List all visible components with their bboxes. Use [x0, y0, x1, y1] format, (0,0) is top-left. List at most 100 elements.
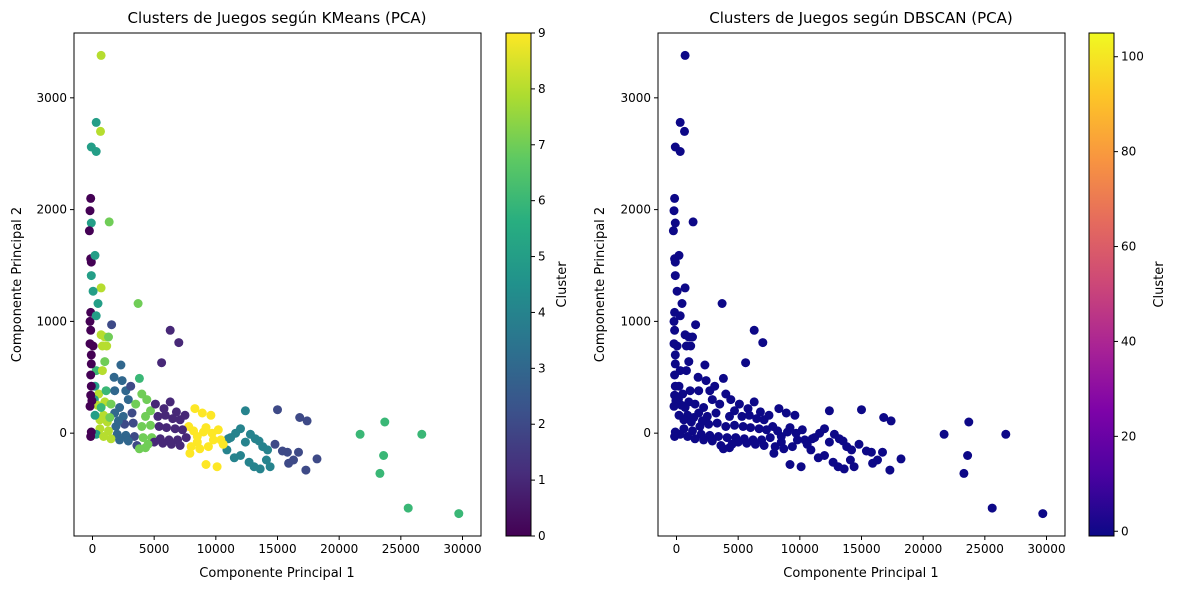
scatter-point [743, 404, 753, 414]
scatter-point [670, 325, 680, 335]
scatter-point [86, 257, 96, 267]
scatter-point [701, 376, 711, 386]
scatter-point [669, 316, 679, 326]
scatter-point [776, 432, 786, 441]
scatter-point [691, 320, 701, 330]
scatter-point [208, 435, 218, 445]
scatter-point [180, 410, 190, 420]
scatter-point [192, 432, 202, 441]
scatter-point [127, 408, 137, 418]
colorbar-tick-label: 40 [1121, 334, 1136, 348]
colorbar-tick-label: 100 [1121, 50, 1144, 64]
scatter-point [669, 206, 679, 216]
scatter-point [236, 424, 245, 434]
scatter-point [791, 428, 801, 438]
scatter-point [758, 338, 768, 348]
scatter-point [403, 503, 413, 513]
scatter-point [96, 126, 105, 136]
colorbar-tick-label: 5 [538, 250, 546, 264]
scatter-point [820, 451, 829, 460]
scatter-point [824, 437, 834, 447]
kmeans-chart: Clusters de Juegos según KMeans (PCA) 0 5… [10, 9, 570, 581]
scatter-point [138, 433, 148, 443]
scatter-point [96, 403, 106, 412]
scatter-point [829, 429, 839, 439]
colorbar-tick-label: 1 [538, 473, 546, 487]
scatter-point [312, 454, 322, 464]
scatter-point [106, 399, 116, 409]
scatter-point [715, 399, 725, 409]
colorbar-tick-label: 0 [538, 529, 546, 543]
y-ticks: 0 1000 2000 3000 [620, 91, 658, 440]
scatter-point [668, 226, 678, 236]
scatter-point [165, 325, 175, 335]
scatter-point [117, 376, 127, 386]
x-tick-label: 30000 [1027, 542, 1065, 556]
colorbar-tick-label: 20 [1121, 429, 1136, 443]
scatter-point [417, 429, 427, 439]
scatter-point [107, 320, 117, 330]
kmeans-points [84, 50, 464, 519]
scatter-point [670, 257, 680, 267]
scatter-point [796, 462, 806, 472]
scatter-point [85, 206, 95, 216]
scatter-point [785, 460, 795, 469]
scatter-point [86, 432, 96, 441]
scatter-point [203, 442, 213, 452]
x-tick-label: 0 [89, 542, 97, 556]
scatter-point [295, 413, 305, 422]
chart-title: Clusters de Juegos según DBSCAN (PCA) [709, 9, 1012, 27]
scatter-point [302, 416, 312, 426]
scatter-point [159, 404, 169, 414]
scatter-point [712, 418, 722, 428]
y-tick-label: 3000 [620, 91, 651, 105]
scatter-point [752, 414, 762, 424]
scatter-point [86, 271, 96, 281]
scatter-point [101, 386, 111, 396]
scatter-point [680, 50, 690, 60]
scatter-point [146, 420, 155, 430]
scatter-point [689, 413, 699, 422]
scatter-point [104, 332, 113, 342]
scatter-point [185, 448, 195, 458]
scatter-point [270, 439, 280, 449]
scatter-point [873, 455, 882, 465]
scatter-point [165, 397, 175, 407]
scatter-point [722, 433, 732, 443]
scatter-point [195, 444, 205, 454]
scatter-point [254, 436, 264, 446]
scatter-point [123, 436, 133, 446]
scatter-point [693, 372, 703, 382]
scatter-point [141, 411, 150, 421]
scatter-point [879, 413, 889, 422]
scatter-point [697, 416, 707, 426]
scatter-point [670, 381, 680, 391]
scatter-point [677, 299, 687, 308]
x-tick-label: 5000 [139, 542, 170, 556]
scatter-point [255, 464, 265, 474]
scatter-point [717, 299, 727, 308]
scatter-point [685, 386, 695, 396]
scatter-point [711, 408, 721, 418]
scatter-point [669, 401, 679, 411]
scatter-point [153, 411, 163, 421]
y-tick-label: 1000 [36, 314, 67, 328]
scatter-point [770, 442, 780, 452]
scatter-point [102, 341, 112, 351]
scatter-point [218, 439, 228, 449]
scatter-point [110, 386, 120, 396]
scatter-point [134, 373, 144, 383]
scatter-point [810, 433, 820, 443]
scatter-point [93, 299, 103, 308]
x-axis-label: Componente Principal 1 [783, 566, 938, 581]
scatter-point [718, 444, 728, 454]
scatter-point [181, 433, 191, 443]
scatter-point [762, 425, 771, 435]
scatter-point [670, 432, 680, 441]
scatter-point [987, 503, 997, 513]
scatter-point [294, 447, 303, 457]
scatter-point [700, 360, 710, 370]
x-tick-label: 25000 [966, 542, 1004, 556]
scatter-point [749, 325, 759, 335]
scatter-point [212, 462, 222, 472]
